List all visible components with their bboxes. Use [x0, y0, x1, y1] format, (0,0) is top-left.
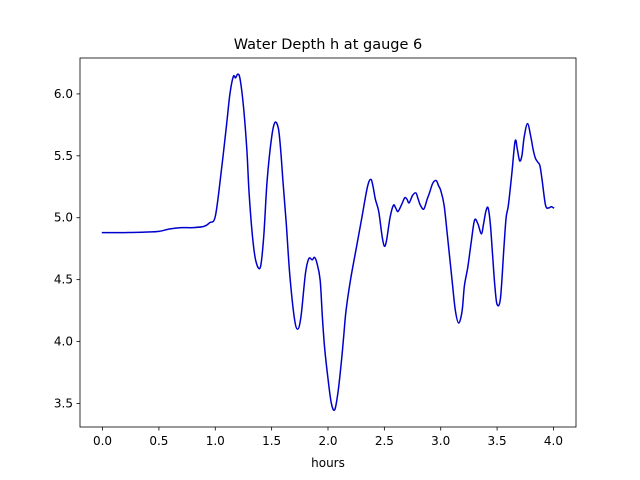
x-tick-label: 0.0	[93, 434, 112, 448]
chart-title: Water Depth h at gauge 6	[234, 37, 422, 53]
x-tick-label: 0.5	[149, 434, 168, 448]
y-axis-ticks: 3.5 4.0 4.5 5.0 5.5 6.0	[54, 87, 80, 410]
x-tick-label: 4.0	[544, 434, 563, 448]
y-tick-label: 4.5	[54, 273, 73, 287]
y-tick-label: 3.5	[54, 396, 73, 410]
x-tick-label: 2.5	[375, 434, 394, 448]
x-tick-label: 3.0	[431, 434, 450, 448]
y-tick-label: 5.0	[54, 211, 73, 225]
y-tick-label: 4.0	[54, 335, 73, 349]
x-tick-label: 1.5	[262, 434, 281, 448]
x-tick-label: 3.5	[488, 434, 507, 448]
x-tick-label: 2.0	[318, 434, 337, 448]
y-tick-label: 5.5	[54, 149, 73, 163]
y-tick-label: 6.0	[54, 87, 73, 101]
x-axis-label: hours	[311, 456, 345, 470]
axes-frame	[79, 57, 577, 428]
x-tick-label: 1.0	[206, 434, 225, 448]
x-axis-ticks: 0.0 0.5 1.0 1.5 2.0 2.5 3.0 3.5 4.0	[93, 427, 563, 448]
series-line	[101, 73, 555, 412]
plot-area	[101, 73, 555, 412]
